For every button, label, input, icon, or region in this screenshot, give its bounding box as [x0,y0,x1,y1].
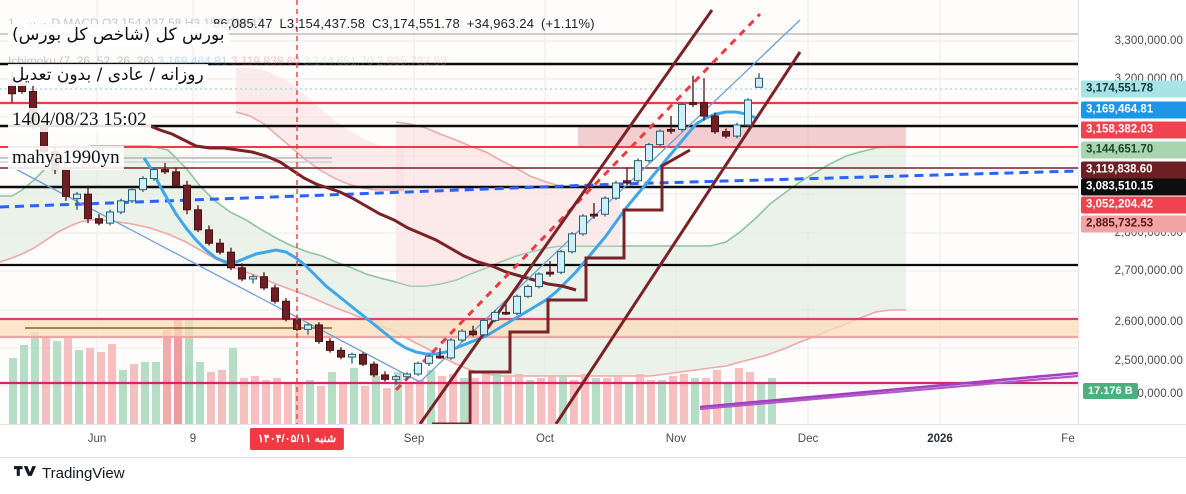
time-tick-label: Fe [1061,433,1075,445]
price-tag[interactable]: 3,083,510.15 [1081,178,1186,196]
volume-value-tag[interactable]: 17.176 B [1083,383,1138,399]
time-tick-label: Nov [665,433,687,445]
overlay-username: mahya1990yn [8,146,124,170]
support-resistance-zones[interactable] [0,126,1078,339]
overlay-subtitle: روزانه / عادی / بدون تعدیل [8,64,208,86]
tradingview-logo-icon [14,464,36,483]
time-tick-label: 2026 [927,433,953,445]
tradingview-branding: TradingView [14,464,125,483]
price-tick-label: 2,500,000.00 [1114,355,1183,367]
blue-dashed-trendline[interactable] [0,169,1078,209]
time-tick-label: Oct [536,433,554,445]
overlay-title: بورس کل (شاخص کل بورس) [8,24,229,46]
price-tick-label: 3,300,000.00 [1114,35,1183,47]
candlestick-series [8,71,763,385]
price-tag[interactable]: 3,052,204.42 [1081,196,1186,214]
drawn-trendlines[interactable] [7,9,1078,424]
tradingview-wordmark: TradingView [42,465,125,482]
price-tag[interactable]: 3,119,838.60 [1081,161,1186,179]
moving-average-darkred [139,122,577,292]
price-tick-label: 2,700,000.00 [1114,265,1183,277]
moving-average-blue [142,110,757,356]
time-tick-label: Jun [87,433,107,445]
price-tag[interactable]: 3,174,551.78 [1081,80,1186,98]
price-tag[interactable]: 3,169,464.81 [1081,101,1186,119]
time-tick-label: Sep [403,433,425,445]
time-scale[interactable]: Jun 9 Sep Oct Nov Dec 2026 Fe شنبه ۱۴۰۴/۰۵/۱۱ [0,424,1186,458]
ohlc-change: +34,963.24 [466,16,535,31]
price-tag[interactable]: 3,158,382.03 [1081,121,1186,139]
time-tick-label: 9 [189,433,197,445]
price-scale[interactable]: 3,300,000.00 3,200,000.00 2,800,000.00 2,70… [1078,0,1186,424]
volume-histogram [9,318,776,424]
ohlc-readout: 86,085.47 L3,154,437.58 C3,174,551.78 +3… [213,16,598,31]
active-date-tag[interactable]: شنبه ۱۴۰۴/۰۵/۱۱ [249,428,345,450]
time-tick-label: Dec [797,433,819,445]
ohlc-close: C3,174,551.78 [372,16,460,31]
price-tag[interactable]: 2,885,732.53 [1081,215,1186,233]
overlay-timestamp: 1404/08/23 15:02 [8,108,151,132]
ohlc-low: L3,154,437.58 [279,16,366,31]
price-tick-label: 2,600,000.00 [1114,316,1183,328]
price-tag[interactable]: 3,144,651.70 [1081,141,1186,159]
ohlc-change-pct: (+1.11%) [540,16,595,31]
